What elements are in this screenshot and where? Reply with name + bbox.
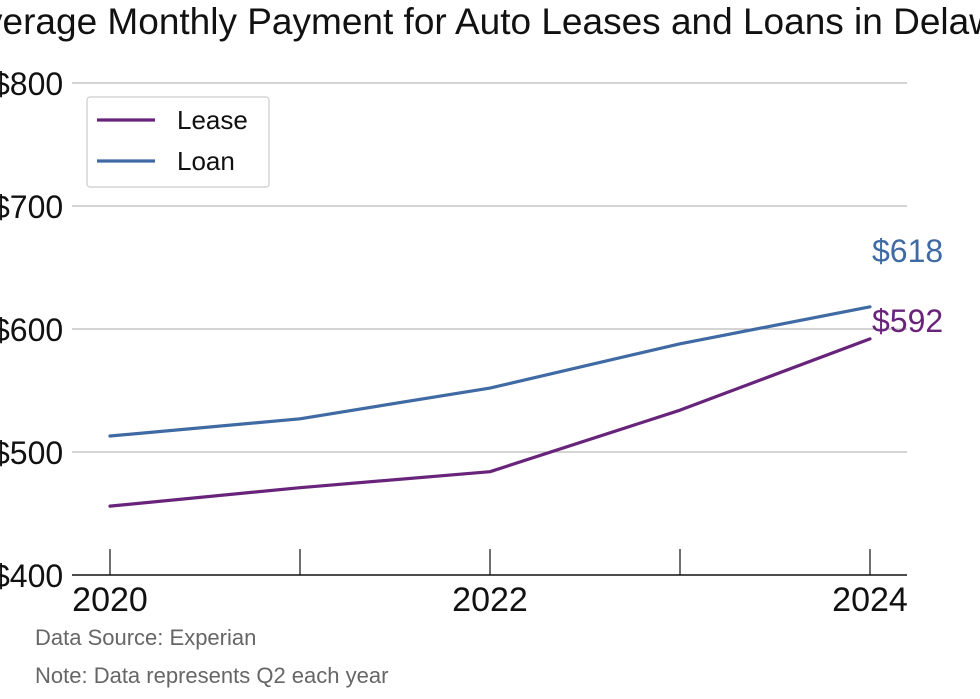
end-label-lease: $592 [872, 303, 943, 339]
series-line-lease [108, 337, 872, 508]
data-source-note: Data Source: Experian [35, 625, 257, 650]
legend-label: Loan [177, 146, 235, 176]
end-label-loan: $618 [872, 233, 943, 269]
y-axis: $400 $500 $600 $700 $800 [0, 66, 63, 594]
y-tick-label: $700 [0, 189, 63, 225]
x-tick-label: 2020 [72, 581, 148, 619]
y-tick-label: $500 [0, 435, 63, 471]
x-tick-label: 2022 [452, 581, 528, 619]
legend: Lease Loan [86, 96, 270, 188]
x-tick-label: 2024 [832, 581, 908, 619]
x-axis: 2020 2022 2024 [72, 549, 908, 619]
end-labels: $592 $618 [872, 233, 943, 339]
legend-label: Lease [177, 105, 248, 135]
y-tick-label: $400 [0, 558, 63, 594]
y-tick-label: $600 [0, 312, 63, 348]
gridlines [72, 82, 907, 453]
footnote: Note: Data represents Q2 each year [35, 663, 389, 688]
chart-title: Average Monthly Payment for Auto Leases … [0, 1, 980, 42]
series-lines [108, 305, 872, 508]
series-line-loan [108, 305, 872, 438]
y-tick-label: $800 [0, 66, 63, 102]
